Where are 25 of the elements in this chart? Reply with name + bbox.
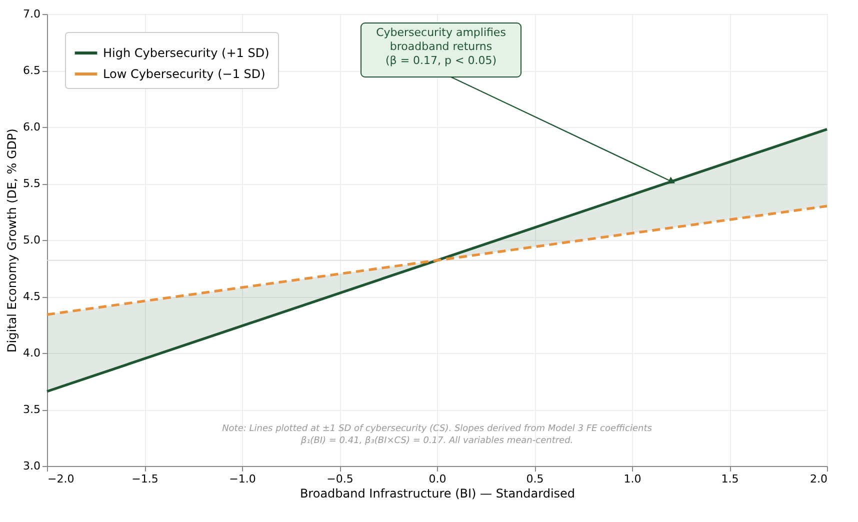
- x-axis-title: Broadband Infrastructure (BI) — Standardised: [300, 486, 576, 500]
- y-tick-label: 6.5: [23, 64, 40, 77]
- line-series: [46, 204, 828, 316]
- y-tick-label: 4.0: [23, 346, 40, 360]
- x-tick-label: 2.0: [810, 472, 828, 486]
- y-tick-label: 3.0: [23, 460, 40, 472]
- x-tick-label: 1.0: [624, 472, 642, 486]
- y-tick-label: 3.5: [23, 403, 40, 416]
- x-tick-label: 0.0: [428, 472, 446, 486]
- x-tick-label: −1.0: [229, 472, 256, 486]
- y-tick-label: 7.0: [23, 8, 40, 20]
- legend-label: Low Cybersecurity (−1 SD): [103, 67, 266, 81]
- annotation: Cybersecurity amplifies broadband returns (β = 0.17, p < 0.05): [376, 26, 506, 67]
- y-axis-title: Digital Economy Growth (DE, % GDP): [5, 128, 20, 352]
- x-tick-label: 0.5: [526, 472, 544, 486]
- x-tick-label: 1.5: [721, 472, 739, 486]
- y-tick-label: 4.5: [23, 290, 40, 303]
- y-tick-label: 6.0: [23, 120, 40, 134]
- legend-label: High Cybersecurity (+1 SD): [103, 46, 270, 60]
- y-tick-label: 5.0: [23, 234, 40, 246]
- x-tick-label: −0.5: [326, 472, 354, 486]
- y-tick-label: 5.5: [23, 177, 40, 190]
- x-tick-label: −1.5: [132, 472, 158, 486]
- annotation: Note: Lines plotted at ±1 SD of cybersecurity (CS). Slopes derived from Model 3 FE coefficients β₁(BI) = 0.41, β₃(BI×CS) = 0.17. All variables mean-centred.: [222, 424, 652, 446]
- x-tick-label: −2.0: [48, 472, 74, 486]
